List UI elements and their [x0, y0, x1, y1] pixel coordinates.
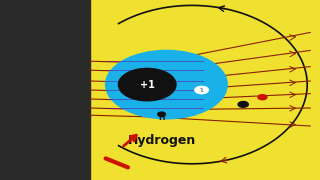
Circle shape: [195, 86, 209, 94]
Text: 1: 1: [200, 87, 204, 93]
Circle shape: [118, 68, 176, 101]
Circle shape: [238, 102, 248, 107]
Bar: [0, 0, 90, 180]
Text: Hydrogen: Hydrogen: [127, 134, 196, 147]
Text: H: H: [158, 112, 165, 122]
Text: +1: +1: [140, 80, 155, 90]
Circle shape: [258, 95, 267, 100]
Circle shape: [106, 50, 227, 119]
Circle shape: [158, 112, 165, 116]
